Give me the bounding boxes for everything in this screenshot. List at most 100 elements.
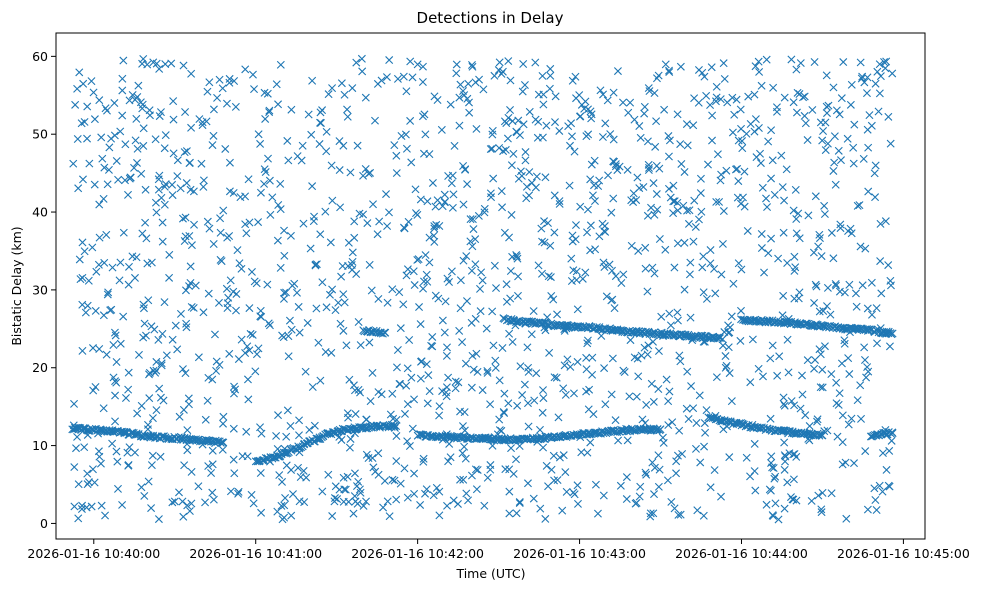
clutter-point — [225, 349, 234, 358]
clutter-point — [295, 431, 303, 440]
clutter-point — [558, 506, 567, 515]
clutter-point — [165, 250, 174, 259]
clutter-point — [766, 354, 775, 363]
clutter-point — [839, 58, 848, 67]
clutter-point — [654, 385, 663, 393]
clutter-point — [355, 485, 364, 494]
clutter-point — [156, 108, 165, 117]
clutter-point — [437, 125, 446, 134]
clutter-point — [168, 191, 177, 200]
clutter-point — [83, 301, 92, 310]
clutter-point — [392, 169, 401, 178]
clutter-point — [774, 254, 783, 263]
clutter-point — [256, 468, 265, 477]
clutter-point — [519, 120, 528, 129]
clutter-point — [863, 304, 872, 313]
clutter-point — [852, 302, 861, 311]
clutter-point — [90, 180, 99, 189]
clutter-point — [230, 77, 239, 86]
clutter-point — [369, 200, 378, 209]
clutter-point — [699, 288, 708, 297]
clutter-point — [273, 507, 282, 516]
clutter-point — [756, 159, 765, 168]
clutter-point — [515, 497, 524, 506]
clutter-point — [229, 188, 238, 197]
clutter-point — [418, 62, 427, 71]
clutter-point — [283, 406, 292, 415]
clutter-point — [672, 457, 681, 466]
track-point — [888, 429, 897, 438]
clutter-point — [554, 413, 563, 422]
clutter-point — [530, 396, 539, 405]
clutter-point — [168, 498, 177, 507]
clutter-point — [99, 311, 108, 320]
clutter-point — [179, 61, 188, 70]
clutter-point — [566, 141, 575, 150]
clutter-point — [888, 69, 897, 78]
clutter-point — [145, 111, 154, 120]
clutter-point — [706, 259, 715, 268]
clutter-point — [315, 140, 324, 149]
clutter-point — [737, 265, 746, 274]
clutter-point — [431, 202, 440, 211]
clutter-point — [444, 171, 453, 180]
clutter-point — [677, 159, 686, 168]
clutter-point — [512, 251, 521, 260]
clutter-point — [807, 496, 816, 505]
clutter-point — [535, 425, 544, 434]
clutter-point — [559, 384, 568, 393]
clutter-point — [646, 512, 655, 521]
clutter-point — [405, 335, 414, 344]
clutter-point — [459, 161, 468, 170]
clutter-point — [856, 58, 865, 67]
clutter-point — [750, 90, 759, 99]
clutter-point — [768, 156, 777, 165]
clutter-point — [286, 231, 295, 240]
clutter-point — [767, 174, 776, 183]
clutter-point — [590, 197, 599, 206]
clutter-point — [700, 442, 709, 451]
clutter-point — [392, 432, 401, 441]
clutter-point — [676, 357, 685, 366]
clutter-point — [733, 164, 742, 173]
clutter-point — [277, 501, 286, 510]
clutter-point — [410, 489, 419, 498]
clutter-point — [649, 397, 658, 406]
clutter-point — [581, 268, 590, 277]
clutter-point — [336, 203, 345, 212]
track-point — [888, 329, 897, 338]
clutter-point — [138, 229, 147, 238]
clutter-point — [573, 499, 582, 508]
clutter-point — [515, 499, 524, 508]
clutter-point — [822, 109, 831, 118]
clutter-point — [712, 197, 721, 206]
track-point — [656, 425, 665, 434]
clutter-point — [541, 514, 550, 523]
clutter-point — [829, 166, 838, 175]
y-axis-label: Bistatic Delay (km) — [9, 226, 24, 345]
track-point — [390, 421, 399, 430]
clutter-point — [326, 238, 335, 247]
clutter-point — [173, 345, 182, 354]
clutter-point — [133, 409, 142, 418]
clutter-point — [479, 85, 488, 94]
clutter-point — [215, 75, 224, 84]
clutter-point — [826, 310, 835, 319]
clutter-point — [447, 267, 456, 276]
clutter-point — [342, 341, 351, 350]
clutter-point — [813, 415, 822, 424]
clutter-point — [586, 175, 595, 184]
clutter-point — [547, 465, 556, 474]
clutter-point — [90, 115, 99, 124]
clutter-point — [736, 105, 745, 114]
clutter-point — [790, 449, 799, 458]
clutter-point — [586, 438, 595, 447]
clutter-point — [223, 233, 232, 242]
clutter-point — [525, 191, 534, 200]
clutter-point — [276, 179, 285, 188]
clutter-point — [409, 267, 418, 276]
clutter-point — [411, 185, 420, 194]
clutter-point — [113, 457, 122, 466]
clutter-point — [311, 260, 320, 269]
clutter-point — [346, 434, 355, 443]
